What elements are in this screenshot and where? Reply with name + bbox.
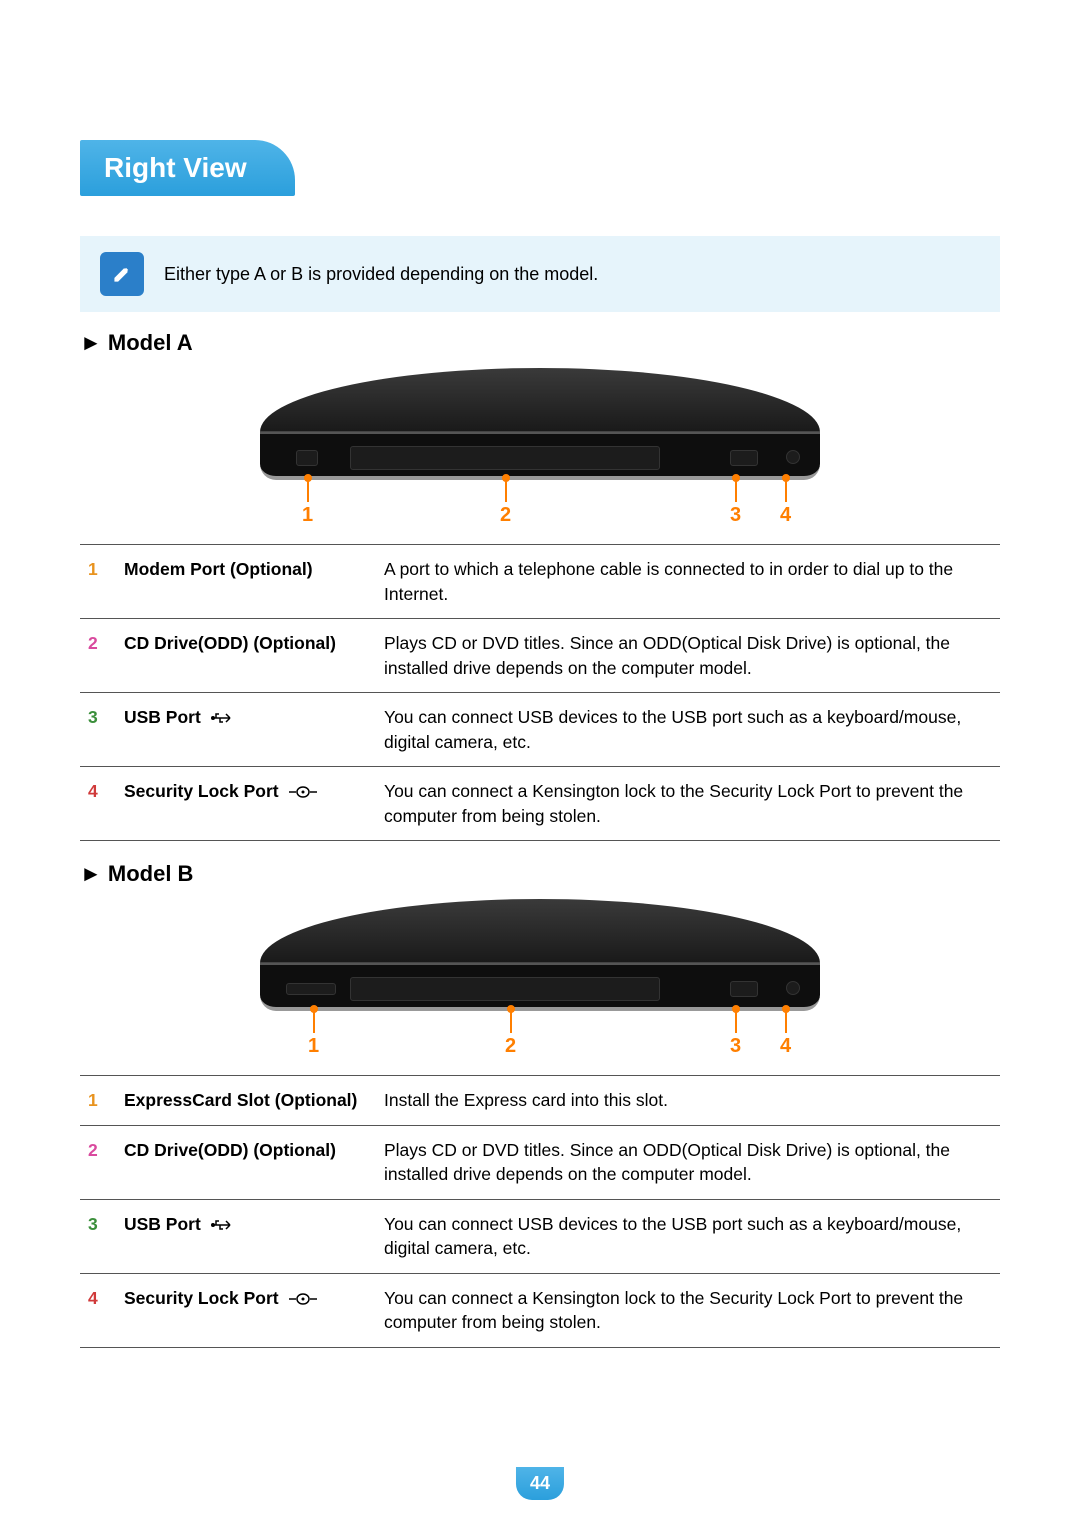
laptop-lid <box>260 368 820 432</box>
pencil-icon <box>100 252 144 296</box>
callout-line <box>785 480 787 502</box>
table-row: 4Security Lock Port You can connect a Ke… <box>80 767 1000 841</box>
expresscard-graphic <box>286 983 336 995</box>
row-label: ExpressCard Slot (Optional) <box>116 1076 376 1126</box>
note-text: Either type A or B is provided depending… <box>164 264 598 285</box>
callout-number: 3 <box>730 1035 741 1058</box>
model-b-heading: Model B <box>80 861 1000 887</box>
row-index: 2 <box>80 619 116 693</box>
row-description: You can connect USB devices to the USB p… <box>376 1199 1000 1273</box>
callout-line <box>313 1011 315 1033</box>
row-index: 3 <box>80 1199 116 1273</box>
model-b-table: 1ExpressCard Slot (Optional) Install the… <box>80 1075 1000 1348</box>
odd-port-graphic <box>350 446 660 470</box>
callouts-b: 1 2 3 4 <box>260 1011 820 1059</box>
callout-number: 2 <box>505 1035 516 1058</box>
model-a-table: 1Modem Port (Optional) A port to which a… <box>80 544 1000 841</box>
lock-port-graphic <box>786 450 800 464</box>
row-description: Plays CD or DVD titles. Since an ODD(Opt… <box>376 1125 1000 1199</box>
callouts-a: 1 2 3 4 <box>260 480 820 528</box>
row-label: CD Drive(ODD) (Optional) <box>116 619 376 693</box>
callout-number: 1 <box>302 504 313 527</box>
callout-line <box>510 1011 512 1033</box>
row-index: 4 <box>80 1273 116 1347</box>
row-description: A port to which a telephone cable is con… <box>376 545 1000 619</box>
callout-number: 4 <box>780 504 791 527</box>
row-index: 1 <box>80 545 116 619</box>
row-label: CD Drive(ODD) (Optional) <box>116 1125 376 1199</box>
callout-line <box>307 480 309 502</box>
callout-4: 4 <box>780 1011 791 1058</box>
callout-line <box>505 480 507 502</box>
callout-4: 4 <box>780 480 791 527</box>
table-row: 4Security Lock Port You can connect a Ke… <box>80 1273 1000 1347</box>
table-row: 2CD Drive(ODD) (Optional) Plays CD or DV… <box>80 1125 1000 1199</box>
modem-port-graphic <box>296 450 318 466</box>
note-box: Either type A or B is provided depending… <box>80 236 1000 312</box>
model-a-heading: Model A <box>80 330 1000 356</box>
callout-line <box>735 1011 737 1033</box>
table-row: 1Modem Port (Optional) A port to which a… <box>80 545 1000 619</box>
callout-1: 1 <box>308 1011 319 1058</box>
callout-number: 4 <box>780 1035 791 1058</box>
callout-3: 3 <box>730 1011 741 1058</box>
row-index: 1 <box>80 1076 116 1126</box>
callout-number: 1 <box>308 1035 319 1058</box>
callout-2: 2 <box>505 1011 516 1058</box>
table-row: 2CD Drive(ODD) (Optional) Plays CD or DV… <box>80 619 1000 693</box>
row-description: You can connect USB devices to the USB p… <box>376 693 1000 767</box>
laptop-lid <box>260 899 820 963</box>
row-index: 3 <box>80 693 116 767</box>
usb-port-graphic <box>730 981 758 997</box>
laptop-side <box>260 963 820 1011</box>
laptop-side <box>260 432 820 480</box>
row-label: Security Lock Port <box>116 767 376 841</box>
row-label: USB Port <box>116 1199 376 1273</box>
usb-port-graphic <box>730 450 758 466</box>
table-row: 1ExpressCard Slot (Optional) Install the… <box>80 1076 1000 1126</box>
callout-1: 1 <box>302 480 313 527</box>
row-label: USB Port <box>116 693 376 767</box>
row-label: Security Lock Port <box>116 1273 376 1347</box>
row-description: You can connect a Kensington lock to the… <box>376 767 1000 841</box>
callout-line <box>735 480 737 502</box>
callout-line <box>785 1011 787 1033</box>
section-title: Right View <box>80 140 295 196</box>
row-index: 2 <box>80 1125 116 1199</box>
row-label: Modem Port (Optional) <box>116 545 376 619</box>
row-description: You can connect a Kensington lock to the… <box>376 1273 1000 1347</box>
row-description: Install the Express card into this slot. <box>376 1076 1000 1126</box>
page-number: 44 <box>516 1467 564 1500</box>
odd-port-graphic <box>350 977 660 1001</box>
row-description: Plays CD or DVD titles. Since an ODD(Opt… <box>376 619 1000 693</box>
model-b-diagram: 1 2 3 4 <box>80 899 1000 1059</box>
table-row: 3USB Port You can connect USB devices to… <box>80 1199 1000 1273</box>
lock-port-graphic <box>786 981 800 995</box>
callout-number: 3 <box>730 504 741 527</box>
callout-3: 3 <box>730 480 741 527</box>
callout-number: 2 <box>500 504 511 527</box>
model-a-diagram: 1 2 3 4 <box>80 368 1000 528</box>
table-row: 3USB Port You can connect USB devices to… <box>80 693 1000 767</box>
callout-2: 2 <box>500 480 511 527</box>
row-index: 4 <box>80 767 116 841</box>
